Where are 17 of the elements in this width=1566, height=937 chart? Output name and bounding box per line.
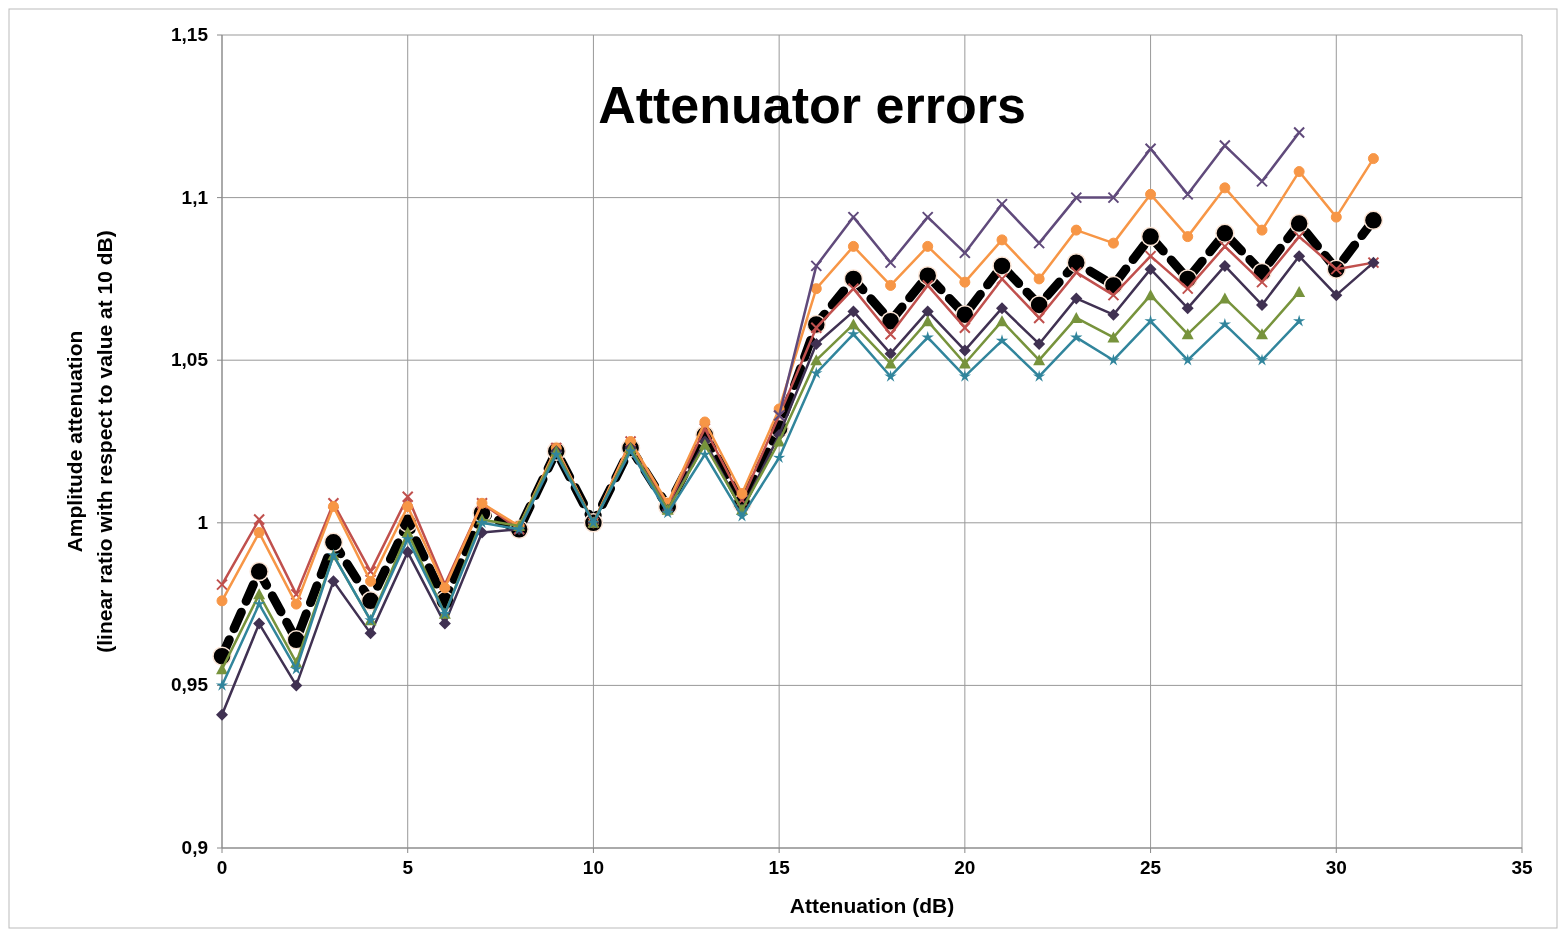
x-axis-title: Attenuation (dB): [789, 894, 955, 917]
x-tick-label: 20: [954, 857, 976, 878]
y-tick-label: 0,95: [171, 674, 209, 696]
x-tick-label: 25: [1140, 857, 1162, 878]
y-tick-label: 1: [197, 511, 209, 533]
y-tick-label: 1,15: [171, 24, 209, 45]
y-tick-label: 0,9: [181, 837, 208, 858]
x-tick-label: 5: [402, 857, 414, 878]
text: Attenuator errors: [598, 76, 1026, 134]
x-tick-label: 0: [216, 857, 228, 878]
x-tick-label: 15: [768, 857, 791, 878]
x-tick-label: 35: [1511, 857, 1533, 878]
y-tick-label: 1,05: [171, 349, 209, 371]
x-tick-label: 10: [582, 857, 604, 878]
y-tick-label: 1,1: [181, 186, 209, 208]
y-axis-title: Amplitude attenuation (linear ratio with respect to value at 10 dB): [63, 230, 116, 653]
x-tick-label: 30: [1325, 857, 1347, 878]
